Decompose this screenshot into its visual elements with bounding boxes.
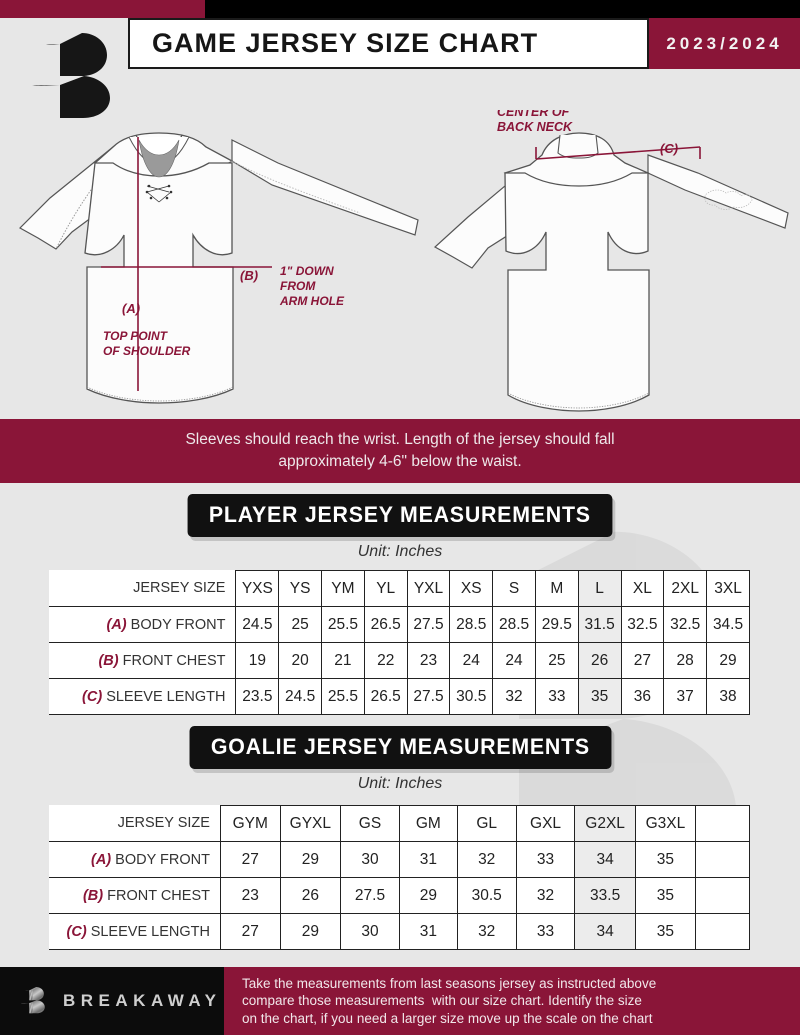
svg-text:OF SHOULDER: OF SHOULDER <box>103 344 191 358</box>
svg-text:FROM: FROM <box>280 279 316 293</box>
svg-text:ARM HOLE: ARM HOLE <box>279 294 345 308</box>
svg-text:TOP POINT: TOP POINT <box>103 329 169 343</box>
svg-text:(B): (B) <box>240 268 258 283</box>
svg-text:(C): (C) <box>660 141 678 156</box>
svg-text:(A): (A) <box>122 301 140 316</box>
svg-text:CENTER OF: CENTER OF <box>497 110 570 119</box>
svg-text:1" DOWN: 1" DOWN <box>280 264 334 278</box>
svg-text:BACK NECK: BACK NECK <box>497 120 573 134</box>
